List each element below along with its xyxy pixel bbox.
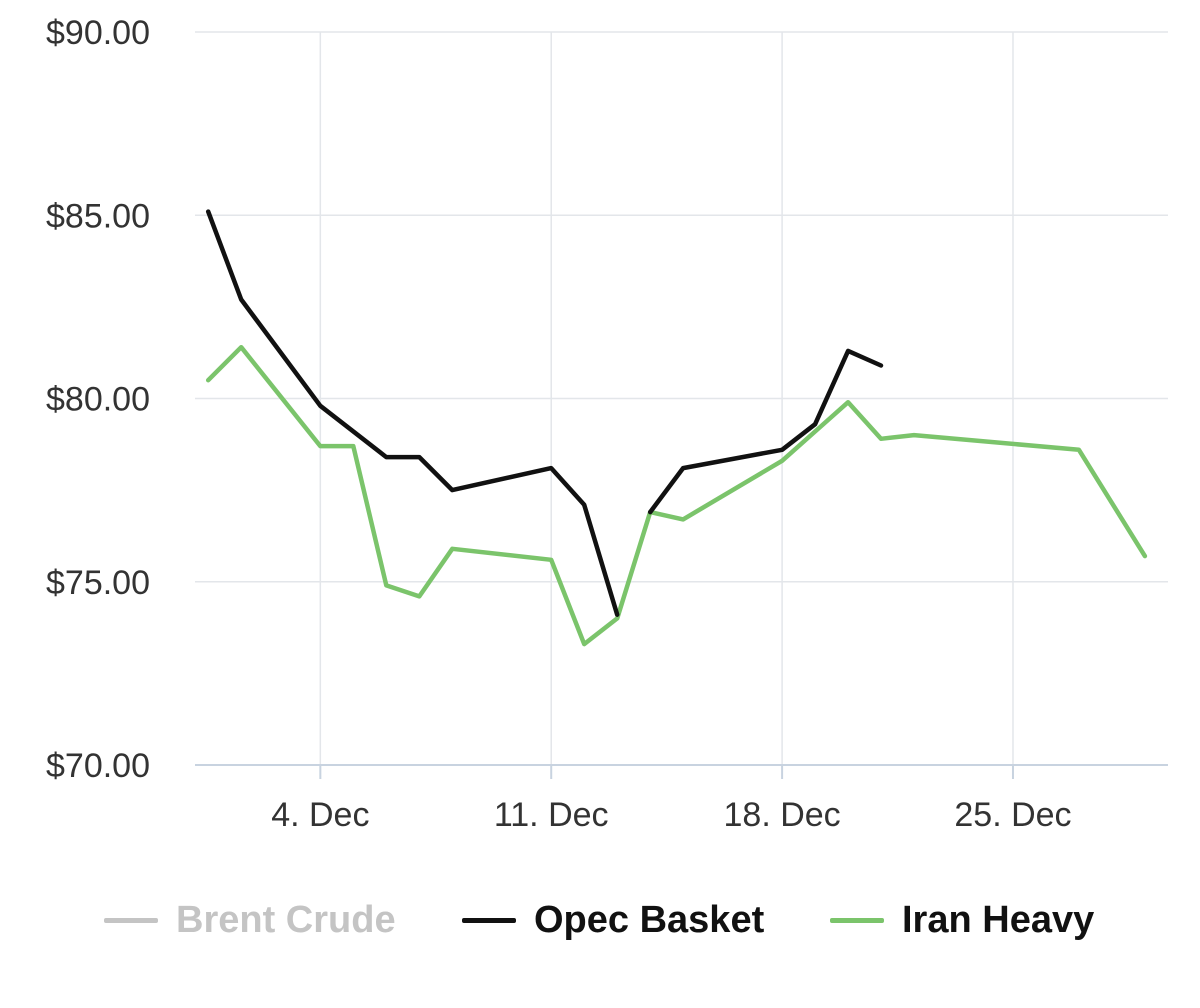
y-tick-label: $70.00: [46, 747, 150, 785]
legend-swatch-brent-crude: [104, 917, 158, 923]
series-line-opec-basket: [205, 209, 620, 617]
x-tick-label: 25. Dec: [954, 796, 1071, 834]
legend-swatch-opec-basket: [462, 917, 516, 923]
x-tick-label: 11. Dec: [494, 796, 609, 834]
series-line-iran-heavy: [205, 344, 1148, 647]
y-tick-label: $85.00: [46, 197, 150, 235]
grid-lines: [195, 31, 1168, 765]
x-tick-label: 18. Dec: [724, 796, 841, 834]
x-tick-label: 4. Dec: [271, 796, 369, 834]
x-axis-labels: 4. Dec 11. Dec 18. Dec 25. Dec: [271, 796, 1071, 834]
y-tick-label: $80.00: [46, 381, 150, 419]
line-chart: $70.00 $75.00 $80.00 $85.00 $90.00 4. Dec 11.…: [46, 14, 1168, 834]
legend-item-iran-heavy[interactable]: Iran Heavy: [830, 888, 1094, 952]
y-tick-label: $75.00: [46, 564, 150, 602]
y-tick-label: $90.00: [46, 14, 150, 52]
legend-label-brent-crude: Brent Crude: [176, 898, 396, 941]
legend-label-iran-heavy: Iran Heavy: [902, 898, 1095, 941]
series-lines: [205, 209, 1148, 647]
legend-label-opec-basket: Opec Basket: [534, 898, 765, 941]
series-line-opec-basket: [647, 348, 884, 515]
legend-item-opec-basket[interactable]: Opec Basket: [462, 888, 764, 952]
legend-swatch-iran-heavy: [830, 917, 884, 923]
legend: Brent Crude Opec Basket Iran Heavy: [0, 888, 1200, 952]
x-axis: [195, 764, 1168, 779]
y-axis-labels: $70.00 $75.00 $80.00 $85.00 $90.00: [46, 14, 150, 785]
legend-item-brent-crude[interactable]: Brent Crude: [104, 888, 396, 952]
